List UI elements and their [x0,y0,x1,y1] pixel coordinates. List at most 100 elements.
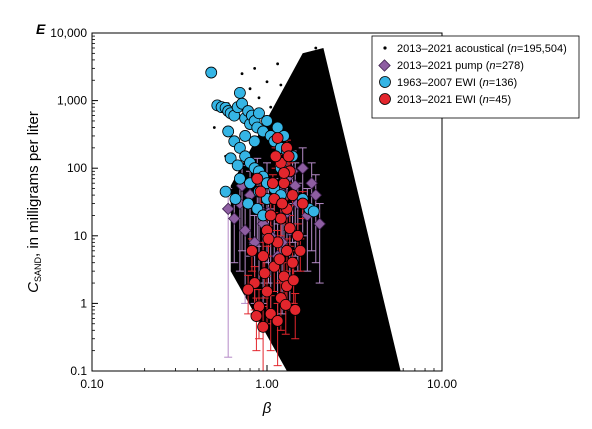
legend-marker-ewi-recent [379,93,391,105]
ewi-historic-point [205,66,218,79]
ewi-recent-point [250,310,263,322]
ewi-recent-point [278,167,290,179]
x-tick-label: 0.10 [80,377,104,391]
ewi-historic-point [261,115,273,127]
pump-point [305,176,318,190]
acoustical-point [257,96,261,100]
y-tick-label: 10,000 [50,26,87,40]
ewi-historic-point [239,130,252,142]
legend-acoustical-n-value: 195,504 [523,43,563,55]
legend-ewi-recent-n-label: n [483,94,489,106]
ewi-recent-point [296,197,309,210]
legend-acoustical-name: 2013–2021 acoustical [397,43,504,55]
panel-label: E [36,21,46,37]
pump-point [289,179,302,192]
acoustical-point [212,126,216,129]
ewi-recent-point [291,229,304,242]
ewi-historic-point [231,159,244,172]
ewi-recent-point [286,189,299,202]
pump-point [313,217,326,231]
acoustical-point [314,46,318,50]
legend-ewi-recent-name: 2013–2021 EWI [397,94,476,106]
ewi-recent-point [287,274,300,287]
x-tick-label: 10.00 [427,377,457,391]
pump-point [221,202,235,216]
legend-ewi-historic-n-value: 136 [495,77,513,89]
y-axis-label-rest: , in milligrams per liter [25,111,42,257]
ewi-historic-point [248,135,261,148]
y-tick-label: 100 [67,161,87,175]
acoustical-point [308,51,311,55]
legend-marker-pump [378,59,391,72]
ewi-recent-point [258,267,271,280]
legend-pump-name: 2013–2021 pump [397,60,483,72]
y-axis-subscript: SAND [33,257,43,283]
ewi-recent-point [271,132,284,144]
ewi-recent-point [262,232,275,245]
legend-pump-n-value: 278 [502,60,520,72]
y-tick-label: 1 [80,296,87,310]
acoustical-point [301,57,305,60]
ewi-recent-point [257,320,270,333]
legend-marker-acoustical [383,46,387,50]
ewi-recent-point [254,185,267,198]
ewi-recent-point [276,197,289,210]
ewi-recent-point [279,299,292,311]
ewi-recent-point [273,253,286,266]
ewi-historic-point [219,185,232,198]
pump-point [309,188,323,202]
ewi-historic-point [233,141,246,154]
legend-box [371,35,580,119]
y-axis-symbol: C [25,282,42,293]
ewi-recent-point [266,177,279,190]
acoustical-point [240,72,244,76]
ewi-recent-series [242,132,309,333]
acoustical-point [248,87,252,91]
legend-marker-ewi-historic [379,76,391,88]
ewi-historic-point [233,86,246,99]
pump-point [296,161,309,175]
legend-label-ewi-historic: 1963–2007 EWI (n=136) [397,77,517,89]
legend-ewi-historic-name: 1963–2007 EWI [397,77,476,89]
y-axis-label: CSAND, in milligrams per liter [25,111,43,293]
y-tick-label: 1,000 [57,94,87,108]
ewi-recent-point [246,244,258,257]
ewi-recent-point [286,256,299,269]
ewi-historic-point [307,205,320,218]
ewi-recent-point [264,307,277,320]
ewi-recent-point [257,250,270,263]
pump-point [228,212,241,225]
ewi-historic-point [242,197,255,210]
acoustical-point [253,66,257,70]
acoustical-point [279,83,283,87]
x-axis-label: β [262,400,272,417]
legend: 2013–2021 acoustical (n=195,504) 2013–20… [371,35,580,119]
ewi-recent-point [278,177,290,190]
acoustical-point [316,50,320,54]
acoustical-point [276,62,280,66]
ewi-historic-point [224,152,237,165]
acoustical-point [269,105,273,109]
ewi-recent-point [269,150,282,163]
legend-acoustical-n-label: n [511,43,517,55]
y-tick-label: 10 [74,229,88,243]
ewi-recent-point [251,172,264,185]
ewi-recent-point [289,304,302,316]
ewi-recent-point [271,315,284,327]
ewi-recent-point [282,150,295,163]
legend-label-ewi-recent: 2013–2021 EWI (n=45) [397,94,511,106]
ewi-historic-point [253,107,265,120]
ewi-recent-point [274,212,287,225]
acoustical-point [265,80,269,84]
legend-pump-n-label: n [489,60,495,72]
x-tick-label: 1.00 [255,377,279,391]
legend-ewi-recent-n-value: 45 [495,94,507,106]
legend-label-acoustical: 2013–2021 acoustical (n=195,504) [397,43,567,55]
ewi-historic-point [222,125,235,138]
ewi-recent-point [261,285,273,298]
ewi-historic-point [233,172,246,185]
ewi-historic-point [229,193,242,205]
pump-point [238,224,252,237]
ewi-recent-point [264,209,277,222]
